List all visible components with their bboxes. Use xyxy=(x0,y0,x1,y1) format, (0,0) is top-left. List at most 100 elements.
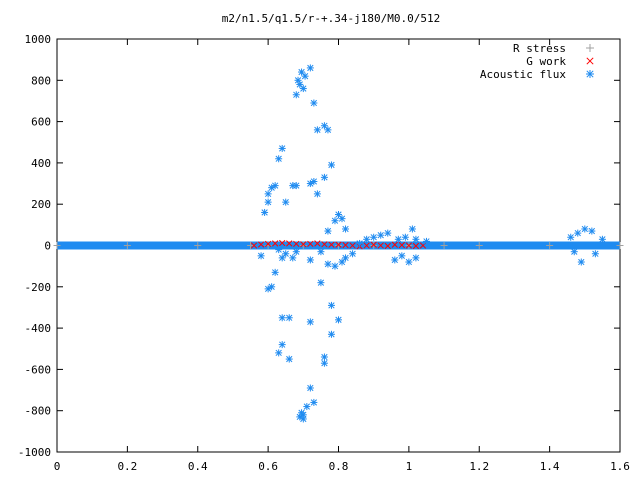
data-point xyxy=(271,268,279,276)
data-point xyxy=(250,242,258,249)
data-point xyxy=(363,242,370,249)
data-point xyxy=(405,258,413,266)
data-point xyxy=(363,235,371,243)
data-point xyxy=(321,241,328,248)
x-tick-label: 1.6 xyxy=(610,460,630,473)
data-point xyxy=(324,126,332,134)
data-point xyxy=(313,126,321,134)
data-point xyxy=(293,240,300,248)
data-point xyxy=(299,415,307,423)
y-tick-label: 600 xyxy=(31,116,51,129)
y-axis: 1000 800 600 400 200 0 -200 -400 -600 -800 -1000 xyxy=(18,33,620,459)
data-point xyxy=(285,314,293,322)
series-acoustic-flux xyxy=(257,64,606,423)
legend-label: G work xyxy=(526,55,566,68)
data-point xyxy=(335,241,342,248)
data-point xyxy=(324,260,332,268)
data-point xyxy=(349,250,357,258)
data-point xyxy=(440,242,448,249)
data-point xyxy=(335,211,342,219)
data-point xyxy=(324,227,332,235)
x-tick-label: 0.6 xyxy=(258,460,278,473)
x-tick-label: 1.4 xyxy=(540,460,560,473)
data-point xyxy=(310,99,318,107)
data-point xyxy=(278,254,286,262)
data-point xyxy=(398,241,405,249)
y-tick-label: -800 xyxy=(25,405,52,418)
data-point xyxy=(313,190,321,198)
data-point xyxy=(405,242,413,249)
data-point xyxy=(299,242,307,249)
data-point xyxy=(247,242,255,249)
data-point xyxy=(574,229,582,237)
y-tick-label: -400 xyxy=(25,322,52,335)
data-point xyxy=(275,349,283,357)
data-point xyxy=(377,231,385,239)
data-point xyxy=(306,64,314,72)
data-point xyxy=(298,409,306,417)
legend-label: R stress xyxy=(513,42,566,55)
x-tick-label: 0.4 xyxy=(188,460,208,473)
x-tick-label: 0 xyxy=(54,460,61,473)
data-point xyxy=(394,235,402,243)
legend-marker xyxy=(586,70,594,78)
x-tick-label: 1 xyxy=(406,460,413,473)
data-point xyxy=(275,246,283,254)
x-tick-label: 0.2 xyxy=(117,460,137,473)
data-point xyxy=(279,239,286,247)
data-point xyxy=(370,233,378,241)
chart-title: m2/n1.5/q1.5/r-+.34-j180/M0.0/512 xyxy=(222,12,441,25)
data-point xyxy=(289,254,297,262)
data-point xyxy=(338,215,346,223)
y-tick-label: -600 xyxy=(25,363,52,376)
data-point xyxy=(588,227,596,235)
data-point xyxy=(327,161,335,169)
data-point xyxy=(391,256,399,264)
y-tick-label: 400 xyxy=(31,157,51,170)
y-tick-label: 200 xyxy=(31,198,51,211)
data-point xyxy=(278,314,286,322)
data-point xyxy=(306,256,314,264)
data-point xyxy=(422,237,430,245)
data-point xyxy=(310,177,318,185)
data-point xyxy=(338,258,346,266)
data-point xyxy=(412,235,420,243)
data-point xyxy=(320,359,328,367)
y-tick-label: 800 xyxy=(31,74,51,87)
data-point xyxy=(264,198,272,206)
data-point xyxy=(408,225,416,233)
legend-marker xyxy=(586,44,594,52)
data-point xyxy=(123,242,131,249)
data-point xyxy=(577,258,585,266)
data-point xyxy=(335,316,342,324)
data-point xyxy=(278,341,286,349)
data-point xyxy=(328,241,335,248)
data-point xyxy=(306,384,314,392)
data-point xyxy=(268,283,276,291)
data-point xyxy=(591,250,599,258)
data-point xyxy=(272,240,279,247)
data-point xyxy=(475,242,483,249)
data-point xyxy=(581,225,589,233)
legend-label: Acoustic flux xyxy=(480,68,566,81)
data-point xyxy=(412,242,420,250)
data-point xyxy=(257,241,265,248)
y-tick-label: 0 xyxy=(44,240,51,253)
legend-marker xyxy=(586,57,594,65)
data-point xyxy=(384,229,392,237)
y-tick-label: 1000 xyxy=(25,33,52,46)
data-point xyxy=(570,248,578,256)
data-point xyxy=(616,242,624,249)
data-point xyxy=(598,235,606,243)
series-g-work xyxy=(250,239,427,250)
data-point xyxy=(292,248,300,256)
data-point xyxy=(53,242,61,249)
data-point xyxy=(275,155,283,163)
data-point xyxy=(327,330,335,338)
data-point xyxy=(300,241,307,248)
series-r-stress xyxy=(53,242,624,249)
data-point xyxy=(303,403,311,411)
data-point xyxy=(292,91,300,99)
data-point xyxy=(377,242,384,249)
data-point xyxy=(286,240,293,247)
